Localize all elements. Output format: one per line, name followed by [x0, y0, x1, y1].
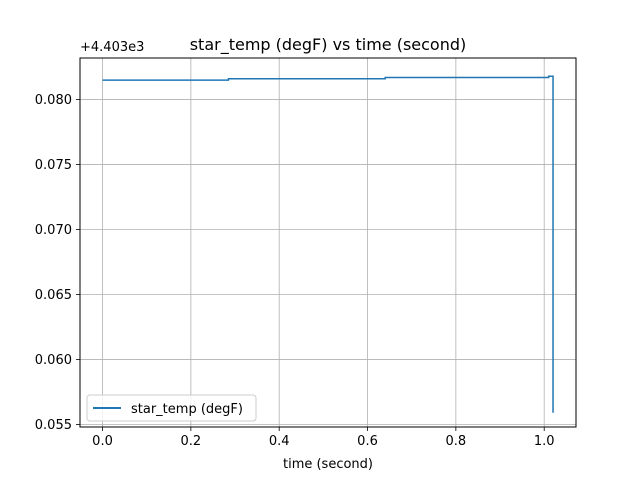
y-tick-label: 0.065 [35, 288, 72, 303]
legend: star_temp (degF) [86, 394, 257, 422]
grid [80, 58, 576, 427]
y-tick-label: 0.060 [35, 353, 72, 368]
y-tick-label: 0.055 [35, 418, 72, 433]
series-layer [102, 75, 554, 413]
axes-frame [79, 57, 577, 428]
chart-title: star_temp (degF) vs time (second) [190, 35, 467, 55]
series-line [102, 75, 554, 413]
x-tick-label: 0.2 [181, 434, 202, 449]
y-tick-label: 0.070 [35, 223, 72, 238]
x-tick-label: 0.8 [446, 434, 467, 449]
legend-series-label: star_temp (degF) [131, 402, 243, 417]
x-tick-label: 0.4 [269, 434, 290, 449]
y-tick-label: 0.080 [35, 93, 72, 108]
ticks: 0.0 0.2 0.4 0.6 0.8 1.0 0.055 0.060 0.065 0.070 0.… [35, 93, 555, 449]
y-tick-label: 0.075 [35, 158, 72, 173]
x-tick-label: 0.6 [357, 434, 378, 449]
x-axis-label: time (second) [283, 457, 373, 472]
legend-box [86, 394, 257, 422]
x-tick-label: 0.0 [92, 434, 113, 449]
x-tick-label: 1.0 [534, 434, 555, 449]
y-axis-offset-text: +4.403e3 [80, 40, 144, 55]
